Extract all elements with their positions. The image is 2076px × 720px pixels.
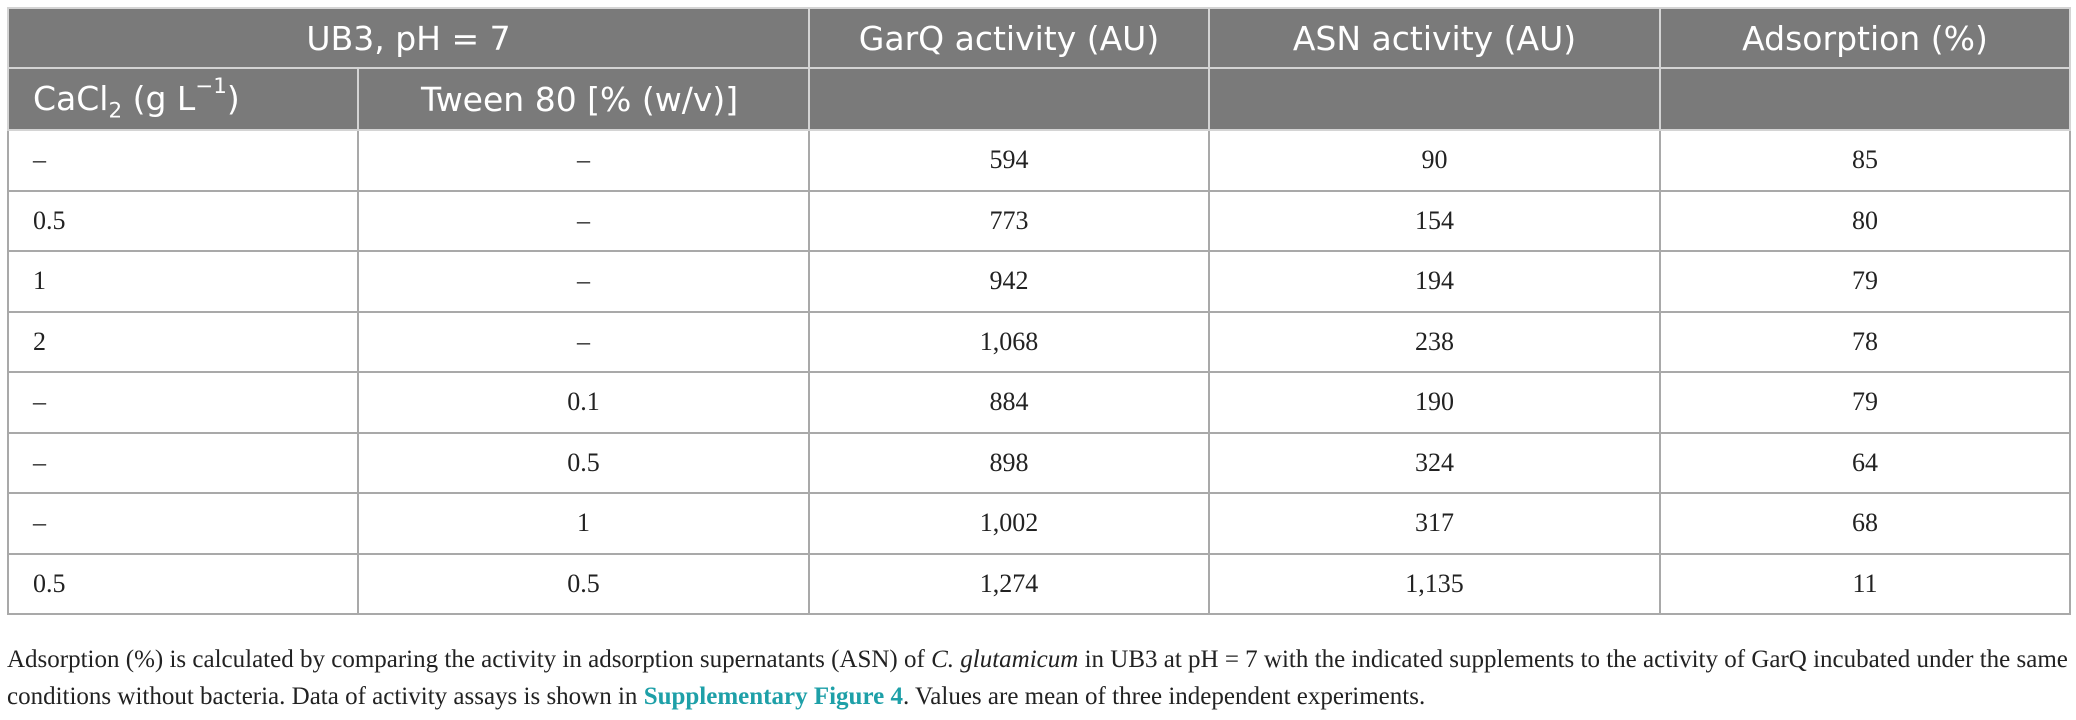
- table-row: 0.5 0.5 1,274 1,135 11: [7, 552, 2071, 615]
- cell-cacl2: 0.5: [7, 189, 359, 252]
- cacl2-subscript: 2: [108, 98, 123, 124]
- cell-adsorption: 79: [1659, 250, 2071, 313]
- cell-asn: 238: [1208, 310, 1661, 373]
- table-row: – 0.5 898 324 64: [7, 431, 2071, 494]
- header-asn-activity: ASN activity (AU): [1208, 7, 1661, 69]
- header-ub3-group: UB3, pH = 7: [7, 7, 810, 69]
- header-row-2: CaCl2 (g L−1) Tween 80 [% (w/v)]: [7, 67, 2071, 131]
- header-cacl2: CaCl2 (g L−1): [7, 67, 359, 131]
- cell-asn: 1,135: [1208, 552, 1661, 615]
- footnote-text-1: Adsorption (%) is calculated by comparin…: [7, 646, 932, 673]
- table-row: 0.5 – 773 154 80: [7, 189, 2071, 252]
- cell-tween80: 0.5: [357, 431, 810, 494]
- table-body: – – 594 90 85 0.5 – 773 154 80 1 – 942 1…: [7, 129, 2071, 615]
- cell-garq: 594: [808, 129, 1210, 192]
- cell-garq: 1,274: [808, 552, 1210, 615]
- table-row: 2 – 1,068 238 78: [7, 310, 2071, 373]
- cell-tween80: –: [357, 250, 810, 313]
- cell-adsorption: 79: [1659, 371, 2071, 434]
- footnote-species: C. glutamicum: [931, 646, 1079, 673]
- table-row: – 1 1,002 317 68: [7, 492, 2071, 555]
- header-tween80: Tween 80 [% (w/v)]: [357, 67, 810, 131]
- cell-cacl2: 1: [7, 250, 359, 313]
- cell-cacl2: –: [7, 431, 359, 494]
- cell-adsorption: 68: [1659, 492, 2071, 555]
- header-row-1: UB3, pH = 7 GarQ activity (AU) ASN activ…: [7, 7, 2071, 69]
- cell-cacl2: –: [7, 371, 359, 434]
- header-empty-adsorption: [1659, 67, 2071, 131]
- table-row: – 0.1 884 190 79: [7, 371, 2071, 434]
- cell-garq: 1,068: [808, 310, 1210, 373]
- cell-garq: 884: [808, 371, 1210, 434]
- cell-asn: 90: [1208, 129, 1661, 192]
- footnote-text-2: in UB3 at pH = 7 with the indicated supp…: [7, 646, 2068, 710]
- cell-adsorption: 78: [1659, 310, 2071, 373]
- cell-garq: 773: [808, 189, 1210, 252]
- cacl2-close: ): [226, 79, 240, 119]
- cell-cacl2: 0.5: [7, 552, 359, 615]
- cacl2-superscript: −1: [195, 74, 227, 100]
- header-garq-activity: GarQ activity (AU): [808, 7, 1210, 69]
- cell-tween80: 0.5: [357, 552, 810, 615]
- table-footnote: Adsorption (%) is calculated by comparin…: [7, 641, 2069, 715]
- cell-garq: 1,002: [808, 492, 1210, 555]
- data-table-container: UB3, pH = 7 GarQ activity (AU) ASN activ…: [7, 7, 2071, 615]
- cell-tween80: –: [357, 310, 810, 373]
- cell-tween80: 0.1: [357, 371, 810, 434]
- cell-asn: 194: [1208, 250, 1661, 313]
- supplementary-figure-link[interactable]: Supplementary Figure 4: [643, 683, 903, 710]
- table-row: – – 594 90 85: [7, 129, 2071, 192]
- table-header: UB3, pH = 7 GarQ activity (AU) ASN activ…: [7, 7, 2071, 131]
- cell-asn: 317: [1208, 492, 1661, 555]
- header-empty-garq: [808, 67, 1210, 131]
- cell-tween80: –: [357, 189, 810, 252]
- adsorption-table: UB3, pH = 7 GarQ activity (AU) ASN activ…: [7, 7, 2071, 615]
- cell-tween80: –: [357, 129, 810, 192]
- cell-asn: 324: [1208, 431, 1661, 494]
- cell-cacl2: –: [7, 129, 359, 192]
- cell-adsorption: 11: [1659, 552, 2071, 615]
- cell-cacl2: –: [7, 492, 359, 555]
- cell-asn: 190: [1208, 371, 1661, 434]
- header-empty-asn: [1208, 67, 1661, 131]
- cell-cacl2: 2: [7, 310, 359, 373]
- cacl2-prefix: CaCl: [33, 79, 109, 119]
- cell-adsorption: 80: [1659, 189, 2071, 252]
- cell-garq: 942: [808, 250, 1210, 313]
- header-adsorption: Adsorption (%): [1659, 7, 2071, 69]
- cell-adsorption: 64: [1659, 431, 2071, 494]
- cell-tween80: 1: [357, 492, 810, 555]
- cell-asn: 154: [1208, 189, 1661, 252]
- footnote-text-3: . Values are mean of three independent e…: [902, 683, 1426, 710]
- cacl2-unit: (g L: [122, 79, 196, 119]
- cell-adsorption: 85: [1659, 129, 2071, 192]
- cell-garq: 898: [808, 431, 1210, 494]
- table-row: 1 – 942 194 79: [7, 250, 2071, 313]
